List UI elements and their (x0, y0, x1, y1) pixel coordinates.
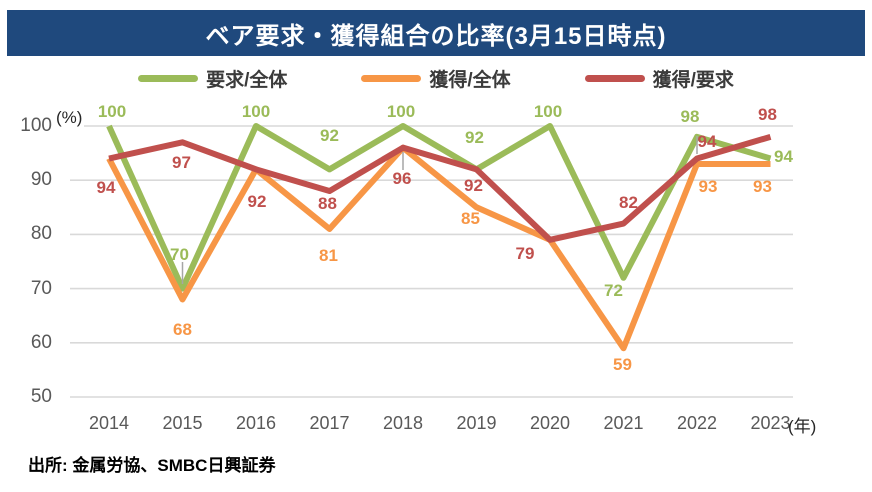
y-tick-label-50: 50 (30, 386, 52, 407)
line-obtained-total (106, 144, 771, 352)
legend-line-swatch-green (138, 74, 199, 82)
data-label-request-total-2017: 92 (320, 126, 339, 146)
data-label-obtained-total-2022: 93 (698, 176, 718, 196)
data-label-request-total-2016: 100 (241, 102, 271, 121)
data-label-request-total-2021: 72 (604, 280, 623, 300)
y-tick-label-60: 60 (30, 331, 52, 353)
data-label-obtained-total-2019: 85 (461, 209, 480, 229)
data-label-obtained-request-2019: 92 (464, 176, 483, 196)
legend-item-obtained-request: 獲得/要求 (584, 65, 734, 92)
line-request-total (106, 123, 772, 292)
y-axis-unit-label: (%) (54, 108, 85, 128)
source-note: 出所: 金属労協、SMBC日興証券 (28, 456, 276, 475)
data-label-obtained-request-2017: 88 (318, 194, 337, 214)
data-label-obtained-request-2018: 96 (392, 168, 412, 188)
x-tick-label-2021: 2021 (603, 413, 644, 433)
chart-title-banner: ベア要求・獲得組合の比率(3月15日時点) (7, 10, 865, 56)
x-tick-label-2019: 2019 (456, 413, 497, 433)
x-tick-label-2020: 2020 (529, 413, 571, 433)
legend-line-swatch-red (584, 74, 645, 82)
data-label-request-total-2020: 100 (533, 102, 563, 121)
x-tick-label-2017: 2017 (309, 413, 350, 433)
data-label-obtained-total-2023: 93 (753, 176, 772, 196)
x-tick-label-2014: 2014 (88, 413, 130, 433)
x-axis-unit-label: (年) (788, 417, 817, 436)
x-tick-label-2023: 2023 (750, 413, 791, 433)
data-label-obtained-request-2021: 82 (619, 192, 638, 212)
x-tick-label-2015: 2015 (162, 413, 203, 433)
y-tick-label-80: 80 (30, 223, 52, 245)
line-obtained-request (108, 133, 772, 243)
data-label-obtained-total-2021: 59 (613, 355, 632, 375)
data-label-request-total-2015: 70 (170, 244, 189, 264)
data-label-obtained-request-2023: 98 (758, 104, 777, 124)
legend-item-obtained-total: 獲得/全体 (361, 65, 511, 92)
data-label-obtained-request-2015: 97 (172, 153, 191, 173)
x-tick-label-2022: 2022 (676, 413, 718, 433)
chart-legend: 要求/全体 獲得/全体 獲得/要求 (0, 64, 872, 92)
y-tick-label-100: 100 (20, 115, 52, 136)
data-label-obtained-request-2016: 92 (247, 192, 267, 212)
legend-label-request-total: 要求/全体 (206, 69, 288, 91)
y-tick-label-70: 70 (30, 277, 52, 299)
chart-title: ベア要求・獲得組合の比率(3月15日時点) (205, 22, 667, 50)
legend-line-swatch-orange (361, 74, 422, 82)
data-label-request-total-2019: 92 (465, 128, 484, 148)
data-label-request-total-2014: 100 (97, 102, 127, 121)
data-label-obtained-total-2017: 81 (319, 245, 338, 265)
data-label-request-total-2022: 98 (680, 106, 700, 126)
data-label-request-total-2023: 94 (774, 146, 793, 166)
legend-label-obtained-total: 獲得/全体 (429, 69, 511, 91)
data-label-obtained-request-2020: 79 (515, 243, 535, 263)
data-label-obtained-request-2022: 94 (697, 131, 717, 151)
legend-item-request-total: 要求/全体 (138, 65, 287, 92)
y-tick-label-90: 90 (30, 169, 52, 191)
data-label-obtained-total-2015: 68 (173, 320, 192, 340)
x-tick-label-2016: 2016 (235, 413, 277, 433)
x-tick-label-2018: 2018 (382, 413, 424, 433)
data-label-obtained-request-2014: 94 (96, 177, 116, 197)
data-label-request-total-2018: 100 (386, 102, 416, 121)
legend-label-obtained-request: 獲得/要求 (652, 69, 734, 91)
